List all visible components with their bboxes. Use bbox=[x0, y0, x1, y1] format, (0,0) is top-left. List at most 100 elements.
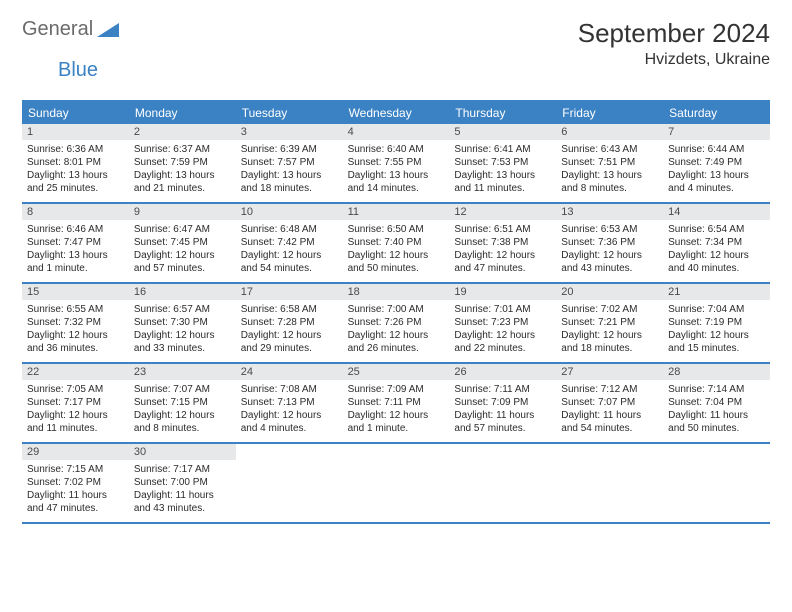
daylight-text-2: and 33 minutes. bbox=[134, 342, 231, 355]
day-number: 20 bbox=[556, 284, 663, 300]
day-number: 3 bbox=[236, 124, 343, 140]
sunrise-text: Sunrise: 6:46 AM bbox=[27, 223, 124, 236]
day-cell: 4Sunrise: 6:40 AMSunset: 7:55 PMDaylight… bbox=[343, 124, 450, 202]
sunrise-text: Sunrise: 7:12 AM bbox=[561, 383, 658, 396]
daylight-text-2: and 57 minutes. bbox=[454, 422, 551, 435]
sunset-text: Sunset: 7:00 PM bbox=[134, 476, 231, 489]
day-cell bbox=[449, 444, 556, 522]
day-number: 10 bbox=[236, 204, 343, 220]
day-cell: 18Sunrise: 7:00 AMSunset: 7:26 PMDayligh… bbox=[343, 284, 450, 362]
day-data: Sunrise: 6:48 AMSunset: 7:42 PMDaylight:… bbox=[236, 220, 343, 280]
daylight-text-1: Daylight: 11 hours bbox=[668, 409, 765, 422]
sunset-text: Sunset: 7:04 PM bbox=[668, 396, 765, 409]
daylight-text-2: and 4 minutes. bbox=[668, 182, 765, 195]
day-cell: 1Sunrise: 6:36 AMSunset: 8:01 PMDaylight… bbox=[22, 124, 129, 202]
day-number: 13 bbox=[556, 204, 663, 220]
day-data: Sunrise: 6:46 AMSunset: 7:47 PMDaylight:… bbox=[22, 220, 129, 280]
daylight-text-2: and 26 minutes. bbox=[348, 342, 445, 355]
daylight-text-2: and 1 minute. bbox=[27, 262, 124, 275]
day-data: Sunrise: 7:08 AMSunset: 7:13 PMDaylight:… bbox=[236, 380, 343, 440]
daylight-text-1: Daylight: 11 hours bbox=[561, 409, 658, 422]
day-number: 28 bbox=[663, 364, 770, 380]
daylight-text-2: and 29 minutes. bbox=[241, 342, 338, 355]
sunrise-text: Sunrise: 6:58 AM bbox=[241, 303, 338, 316]
daylight-text-1: Daylight: 13 hours bbox=[454, 169, 551, 182]
sunrise-text: Sunrise: 7:05 AM bbox=[27, 383, 124, 396]
sunrise-text: Sunrise: 7:11 AM bbox=[454, 383, 551, 396]
day-number: 24 bbox=[236, 364, 343, 380]
day-data: Sunrise: 6:40 AMSunset: 7:55 PMDaylight:… bbox=[343, 140, 450, 200]
daylight-text-2: and 18 minutes. bbox=[241, 182, 338, 195]
day-cell bbox=[556, 444, 663, 522]
day-number: 16 bbox=[129, 284, 236, 300]
day-data: Sunrise: 6:44 AMSunset: 7:49 PMDaylight:… bbox=[663, 140, 770, 200]
daylight-text-2: and 50 minutes. bbox=[668, 422, 765, 435]
daylight-text-2: and 47 minutes. bbox=[454, 262, 551, 275]
day-number: 9 bbox=[129, 204, 236, 220]
day-cell: 30Sunrise: 7:17 AMSunset: 7:00 PMDayligh… bbox=[129, 444, 236, 522]
sunset-text: Sunset: 7:07 PM bbox=[561, 396, 658, 409]
day-data: Sunrise: 6:39 AMSunset: 7:57 PMDaylight:… bbox=[236, 140, 343, 200]
day-number: 6 bbox=[556, 124, 663, 140]
page: General September 2024 Hvizdets, Ukraine… bbox=[0, 0, 792, 612]
sunset-text: Sunset: 7:38 PM bbox=[454, 236, 551, 249]
sunrise-text: Sunrise: 6:51 AM bbox=[454, 223, 551, 236]
sunrise-text: Sunrise: 7:02 AM bbox=[561, 303, 658, 316]
daylight-text-2: and 50 minutes. bbox=[348, 262, 445, 275]
daylight-text-2: and 11 minutes. bbox=[27, 422, 124, 435]
sunrise-text: Sunrise: 6:54 AM bbox=[668, 223, 765, 236]
daylight-text-1: Daylight: 12 hours bbox=[668, 249, 765, 262]
day-number: 23 bbox=[129, 364, 236, 380]
daylight-text-2: and 1 minute. bbox=[348, 422, 445, 435]
daylight-text-1: Daylight: 13 hours bbox=[668, 169, 765, 182]
day-data: Sunrise: 7:09 AMSunset: 7:11 PMDaylight:… bbox=[343, 380, 450, 440]
sunset-text: Sunset: 7:59 PM bbox=[134, 156, 231, 169]
sunset-text: Sunset: 7:34 PM bbox=[668, 236, 765, 249]
day-cell: 25Sunrise: 7:09 AMSunset: 7:11 PMDayligh… bbox=[343, 364, 450, 442]
sunrise-text: Sunrise: 7:04 AM bbox=[668, 303, 765, 316]
logo-sail-icon bbox=[97, 23, 119, 37]
sunrise-text: Sunrise: 6:37 AM bbox=[134, 143, 231, 156]
day-number bbox=[343, 444, 450, 448]
sunrise-text: Sunrise: 6:48 AM bbox=[241, 223, 338, 236]
day-number: 11 bbox=[343, 204, 450, 220]
daylight-text-2: and 21 minutes. bbox=[134, 182, 231, 195]
day-cell: 14Sunrise: 6:54 AMSunset: 7:34 PMDayligh… bbox=[663, 204, 770, 282]
daylight-text-1: Daylight: 13 hours bbox=[561, 169, 658, 182]
weeks-container: 1Sunrise: 6:36 AMSunset: 8:01 PMDaylight… bbox=[22, 124, 770, 524]
logo-text-2: Blue bbox=[58, 59, 98, 81]
daylight-text-2: and 54 minutes. bbox=[241, 262, 338, 275]
daylight-text-1: Daylight: 13 hours bbox=[348, 169, 445, 182]
day-cell bbox=[343, 444, 450, 522]
sunset-text: Sunset: 7:15 PM bbox=[134, 396, 231, 409]
daylight-text-1: Daylight: 11 hours bbox=[134, 489, 231, 502]
sunset-text: Sunset: 7:55 PM bbox=[348, 156, 445, 169]
logo: General bbox=[22, 18, 119, 41]
day-number: 2 bbox=[129, 124, 236, 140]
week-row: 22Sunrise: 7:05 AMSunset: 7:17 PMDayligh… bbox=[22, 364, 770, 444]
daylight-text-2: and 15 minutes. bbox=[668, 342, 765, 355]
daylight-text-2: and 4 minutes. bbox=[241, 422, 338, 435]
day-data: Sunrise: 7:07 AMSunset: 7:15 PMDaylight:… bbox=[129, 380, 236, 440]
daylight-text-1: Daylight: 12 hours bbox=[348, 249, 445, 262]
daylight-text-2: and 18 minutes. bbox=[561, 342, 658, 355]
day-header-cell: Saturday bbox=[663, 102, 770, 124]
day-data: Sunrise: 6:54 AMSunset: 7:34 PMDaylight:… bbox=[663, 220, 770, 280]
day-cell: 3Sunrise: 6:39 AMSunset: 7:57 PMDaylight… bbox=[236, 124, 343, 202]
sunset-text: Sunset: 7:30 PM bbox=[134, 316, 231, 329]
daylight-text-1: Daylight: 12 hours bbox=[561, 329, 658, 342]
sunrise-text: Sunrise: 7:14 AM bbox=[668, 383, 765, 396]
day-number bbox=[556, 444, 663, 448]
day-cell: 22Sunrise: 7:05 AMSunset: 7:17 PMDayligh… bbox=[22, 364, 129, 442]
day-cell: 21Sunrise: 7:04 AMSunset: 7:19 PMDayligh… bbox=[663, 284, 770, 362]
day-data: Sunrise: 6:47 AMSunset: 7:45 PMDaylight:… bbox=[129, 220, 236, 280]
day-header-row: SundayMondayTuesdayWednesdayThursdayFrid… bbox=[22, 102, 770, 124]
day-data: Sunrise: 6:51 AMSunset: 7:38 PMDaylight:… bbox=[449, 220, 556, 280]
daylight-text-1: Daylight: 12 hours bbox=[134, 409, 231, 422]
sunset-text: Sunset: 7:09 PM bbox=[454, 396, 551, 409]
daylight-text-1: Daylight: 12 hours bbox=[27, 409, 124, 422]
day-header-cell: Tuesday bbox=[236, 102, 343, 124]
sunset-text: Sunset: 7:40 PM bbox=[348, 236, 445, 249]
sunset-text: Sunset: 8:01 PM bbox=[27, 156, 124, 169]
daylight-text-1: Daylight: 12 hours bbox=[27, 329, 124, 342]
